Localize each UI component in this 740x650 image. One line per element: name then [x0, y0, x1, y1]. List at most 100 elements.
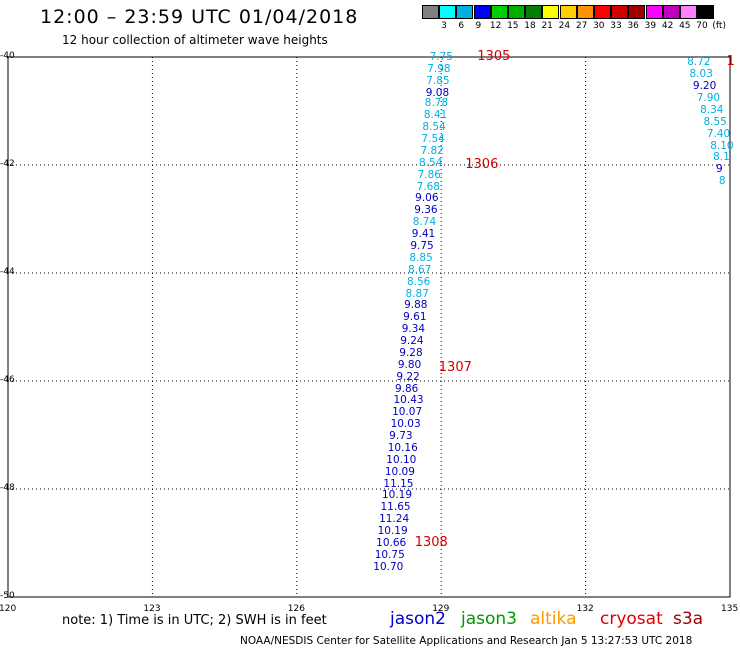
- wave-height-value: 9.75: [410, 240, 434, 252]
- wave-height-value: 8.55: [703, 115, 727, 128]
- legend-bin-label: 21: [541, 21, 553, 31]
- wave-height-value: 8.67: [407, 263, 432, 276]
- wave-height-value: 9.22: [396, 370, 420, 383]
- legend-swatch: [542, 5, 560, 19]
- lat-tick-label: -46: [0, 375, 15, 385]
- satellite-s3a: s3a: [673, 609, 704, 629]
- wave-height-value: 9.28: [399, 346, 423, 359]
- satellite-cryosat: cryosat: [600, 609, 663, 629]
- wave-height-value: 8.54: [422, 121, 446, 134]
- rev-number-label: 1305: [477, 49, 511, 64]
- wave-height-value: 8.10: [710, 139, 734, 152]
- legend-bin-label: 9: [475, 21, 482, 31]
- legend-bin-label: 70: [696, 21, 708, 31]
- wave-height-value: 8.34: [700, 103, 724, 116]
- wave-height-value: 10.75: [374, 548, 405, 561]
- legend-bin-label: 33: [610, 21, 622, 31]
- wave-height-value: 10.43: [393, 394, 424, 407]
- legend-bin-label: 15: [507, 21, 519, 31]
- map-title: 12:00 – 23:59 UTC 01/04/2018: [40, 6, 359, 28]
- wave-height-value: 9.41: [411, 228, 436, 241]
- wave-height-value: 8: [718, 175, 726, 188]
- map-subtitle: 12 hour collection of altimeter wave hei…: [62, 33, 328, 47]
- wave-height-value: 8.85: [409, 251, 433, 264]
- rev-number-label: 1306: [465, 157, 499, 172]
- credit-line: NOAA/NESDIS Center for Satellite Applica…: [240, 635, 693, 647]
- wave-height-value: 8.72: [687, 56, 711, 69]
- legend-bin-label: 27: [575, 21, 588, 31]
- satellite-jason3: jason3: [461, 609, 517, 629]
- lat-tick-label: -42: [0, 159, 15, 169]
- lon-tick-label: 123: [143, 604, 161, 614]
- wave-height-value: 9.61: [403, 311, 427, 324]
- wave-height-value: 8.74: [412, 216, 437, 229]
- legend-bin-label: 36: [627, 21, 639, 31]
- lat-tick-label: -40: [0, 51, 15, 61]
- legend-swatch: [490, 5, 508, 19]
- legend-swatch: [611, 5, 629, 19]
- lon-tick-label: 120: [0, 604, 17, 614]
- wave-height-value: 10.10: [386, 453, 417, 466]
- lon-tick-label: 135: [721, 604, 739, 614]
- wave-height-value: 11.24: [379, 513, 410, 526]
- wave-height-value: 9.86: [394, 382, 419, 395]
- legend-swatch: [697, 5, 715, 19]
- wave-height-value: 8.78: [424, 97, 449, 110]
- legend-swatch: [559, 5, 577, 19]
- legend-swatch: [645, 5, 663, 19]
- lat-tick-label: -50: [0, 591, 15, 601]
- wave-height-value: 9.24: [400, 335, 424, 348]
- wave-height-value: 10.19: [377, 525, 408, 538]
- lat-tick-label: -44: [0, 267, 15, 277]
- lon-tick-label: 132: [576, 604, 594, 614]
- legend-unit: (ft): [712, 21, 726, 31]
- legend-swatch: [439, 5, 457, 19]
- wave-height-value: 7.82: [420, 144, 444, 157]
- legend-swatch: [508, 5, 525, 19]
- wave-height-value: 9.88: [404, 299, 428, 312]
- wave-height-value: 9.34: [401, 323, 426, 336]
- legend-swatch: [662, 5, 680, 19]
- legend-bin-label: 3: [441, 21, 447, 31]
- wave-height-value: 9.36: [414, 204, 438, 217]
- legend-bin-label: 42: [661, 21, 674, 31]
- wave-height-value: 8.56: [406, 275, 431, 288]
- map-border: [7, 56, 731, 598]
- legend-swatch: [680, 5, 697, 19]
- lon-tick-label: 129: [432, 604, 450, 614]
- legend-bin-label: 18: [524, 21, 536, 31]
- satellite-jason2: jason2: [390, 609, 446, 629]
- wave-height-value: 7.85: [426, 74, 450, 87]
- rev-number-label: 1307: [438, 359, 472, 375]
- wave-height-value: 8.1: [713, 151, 730, 164]
- wave-height-value: 9.73: [389, 430, 413, 443]
- rev-number-label: 1: [726, 54, 735, 70]
- wave-height-value: 7.68: [416, 180, 440, 193]
- lon-tick-label: 126: [287, 604, 305, 614]
- wave-height-value: 10.09: [384, 465, 415, 478]
- wave-height-value: 9.20: [692, 80, 717, 93]
- wave-height-value: 8.87: [405, 287, 429, 300]
- wave-height-value: 10.19: [381, 489, 413, 502]
- wave-height-value: 9.80: [397, 358, 422, 371]
- wave-height-value: 7.75: [429, 51, 453, 63]
- wave-height-value: 8.41: [423, 109, 448, 122]
- legend-swatch: [473, 5, 491, 19]
- wave-height-value: 7.90: [696, 92, 721, 105]
- wave-height-value: 8.54: [419, 156, 443, 169]
- legend-swatch: [628, 5, 646, 19]
- wave-height-value: 7.40: [706, 127, 731, 140]
- wave-height-value: 11.15: [383, 477, 414, 490]
- wave-height-value: 10.66: [376, 537, 407, 549]
- wave-height-value: 10.16: [387, 441, 418, 454]
- legend-swatch: [594, 5, 611, 19]
- wave-height-value: 11.65: [380, 501, 411, 514]
- wave-height-value: 10.70: [373, 560, 404, 573]
- wave-height-value: 7.98: [427, 62, 451, 75]
- wave-height-value: 9.08: [425, 86, 450, 99]
- wave-height-value: 10.03: [390, 418, 421, 431]
- wave-height-value: 7.54: [421, 133, 445, 146]
- legend-swatch: [576, 5, 594, 19]
- legend-swatch: [422, 5, 439, 19]
